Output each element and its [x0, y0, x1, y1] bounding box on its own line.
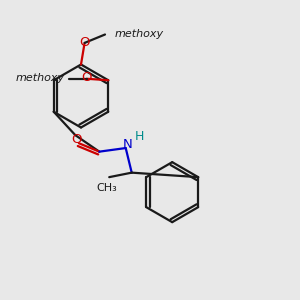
Text: H: H [135, 130, 144, 143]
Text: O: O [71, 133, 82, 146]
Text: CH₃: CH₃ [96, 182, 117, 193]
Text: N: N [123, 138, 132, 151]
Text: O: O [80, 35, 90, 49]
Text: methoxy: methoxy [16, 73, 65, 83]
Text: methoxy: methoxy [115, 28, 164, 39]
Text: O: O [81, 71, 92, 84]
